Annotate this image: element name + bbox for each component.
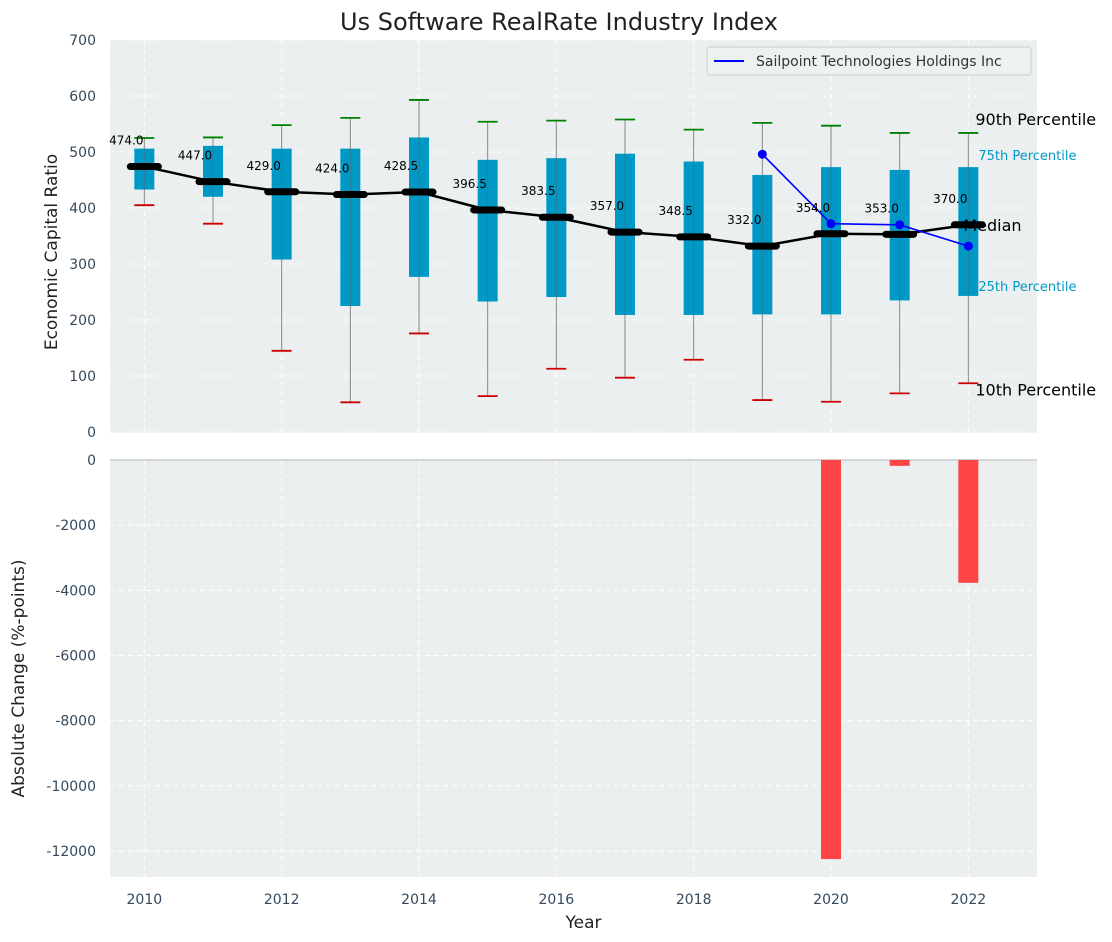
median-value-label: 353.0 [864,201,898,215]
legend-box [706,46,1032,76]
change-bars [821,460,979,860]
top-plot-background [110,40,1037,433]
median-value-label: 348.5 [658,204,692,218]
x-ticks: 2010 2012 2014 2016 2018 2020 2022 [127,892,987,908]
top-y-tick-label: 100 [69,369,96,385]
median-value-label: 428.5 [384,159,418,173]
bottom-y-tick-label: -6000 [55,648,96,664]
annotation-p10: 10th Percentile [975,380,1096,399]
company-line [761,153,969,247]
median-value-label: 447.0 [178,149,212,163]
annotation-p90: 90th Percentile [975,110,1096,129]
bottom-y-tick-label: -12000 [46,844,96,860]
x-tick-label: 2020 [813,892,849,908]
change-bar [821,460,841,860]
top-panel: 0 100 200 300 400 500 600 700 474.0 447.0 429.0 42… [42,33,1096,441]
x-tick-label: 2016 [539,892,575,908]
median-value-label: 357.0 [590,199,624,213]
bottom-y-axis-label: Absolute Change (%-points) [9,560,29,798]
bottom-plot-background [110,459,1037,877]
median-value-label: 424.0 [315,162,349,176]
company-series [757,149,973,251]
x-tick-label: 2022 [951,892,987,908]
company-point [963,241,973,251]
x-tick-label: 2012 [264,892,300,908]
annotation-q1: 25th Percentile [978,280,1076,295]
bottom-y-tick-label: -8000 [55,714,96,730]
median-value-label: 354.0 [796,201,830,215]
company-point [826,219,836,229]
bottom-y-tick-label: 0 [87,453,96,469]
bottom-y-ticks: 0 -2000 -4000 -6000 -8000 -10000 -12000 [46,453,96,860]
top-y-tick-label: 300 [69,257,96,273]
company-point [895,220,905,230]
top-y-ticks: 0 100 200 300 400 500 600 700 [69,33,96,441]
top-y-tick-label: 600 [69,89,96,105]
bottom-y-tick-label: -4000 [55,583,96,599]
bottom-y-tick-label: -10000 [46,779,96,795]
x-tick-label: 2014 [401,892,437,908]
bottom-grid [110,459,1037,877]
x-tick-label: 2010 [127,892,163,908]
bottom-y-tick-label: -2000 [55,518,96,534]
x-tick-label: 2018 [676,892,712,908]
annotation-q3: 75th Percentile [978,149,1076,164]
top-y-tick-label: 200 [69,313,96,329]
change-bar [958,460,979,583]
median-value-label: 332.0 [727,213,761,227]
median-value-label: 383.5 [521,184,555,198]
top-y-tick-label: 500 [69,145,96,161]
legend: Sailpoint Technologies Holdings Inc [706,46,1032,76]
change-bar [889,460,910,466]
legend-label: Sailpoint Technologies Holdings Inc [756,54,1002,70]
top-y-axis-label: Economic Capital Ratio [42,154,62,350]
top-y-tick-label: 0 [87,425,96,441]
top-y-tick-label: 400 [69,201,96,217]
top-y-tick-label: 700 [69,33,96,49]
median-value-label: 396.5 [452,177,486,191]
median-value-label: 474.0 [109,134,143,148]
median-value-label: 429.0 [246,159,280,173]
chart-title: Us Software RealRate Industry Index [340,8,778,36]
annotation-median: Median [963,216,1021,235]
median-value-label: 370.0 [933,192,967,206]
x-axis-label: Year [565,913,602,933]
box-plot-group [126,99,986,404]
bottom-panel: 0-2000-4000-6000-8000-10000-12000 2010 20… [9,453,1037,933]
median-labels: 474.0 447.0 429.0 424.0 428.5 396.5 383.5 357.0… [109,134,967,228]
percentile-annotations: 90th Percentile 75th Percentile Median 2… [963,110,1096,399]
company-point [757,149,767,159]
